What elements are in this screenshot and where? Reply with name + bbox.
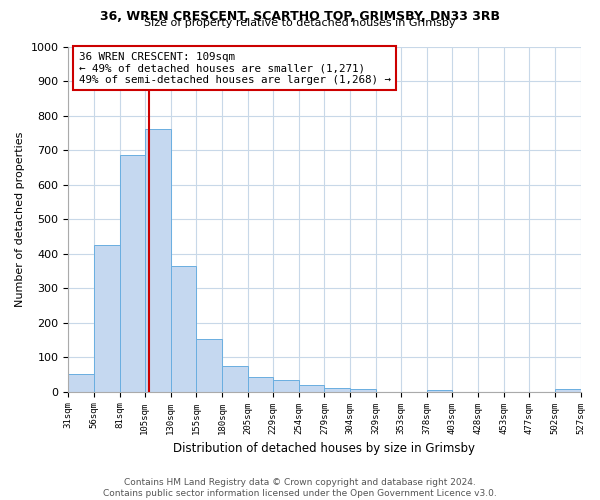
- Bar: [94, 245, 120, 392]
- Text: Size of property relative to detached houses in Grimsby: Size of property relative to detached ho…: [144, 18, 456, 28]
- Bar: [68, 374, 94, 392]
- Bar: [350, 389, 376, 392]
- Bar: [222, 366, 248, 392]
- Bar: [325, 388, 350, 392]
- Bar: [196, 339, 222, 392]
- Bar: [145, 130, 170, 392]
- X-axis label: Distribution of detached houses by size in Grimsby: Distribution of detached houses by size …: [173, 442, 475, 455]
- Bar: [170, 266, 196, 392]
- Text: 36 WREN CRESCENT: 109sqm
← 49% of detached houses are smaller (1,271)
49% of sem: 36 WREN CRESCENT: 109sqm ← 49% of detach…: [79, 52, 391, 85]
- Text: Contains HM Land Registry data © Crown copyright and database right 2024.
Contai: Contains HM Land Registry data © Crown c…: [103, 478, 497, 498]
- Bar: [120, 155, 145, 392]
- Bar: [273, 380, 299, 392]
- Bar: [554, 388, 581, 392]
- Y-axis label: Number of detached properties: Number of detached properties: [15, 132, 25, 307]
- Text: 36, WREN CRESCENT, SCARTHO TOP, GRIMSBY, DN33 3RB: 36, WREN CRESCENT, SCARTHO TOP, GRIMSBY,…: [100, 10, 500, 23]
- Bar: [427, 390, 452, 392]
- Bar: [299, 386, 325, 392]
- Bar: [248, 377, 273, 392]
